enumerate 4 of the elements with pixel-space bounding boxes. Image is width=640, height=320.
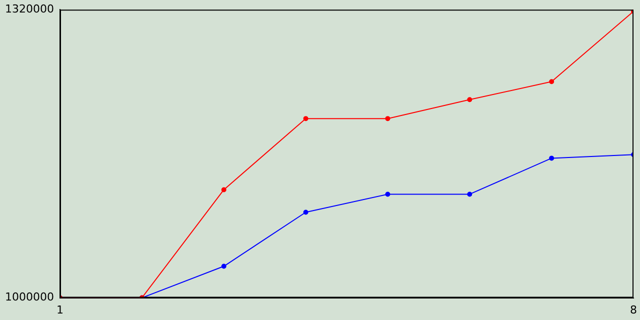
x-tick-label: 1 xyxy=(56,303,64,316)
x-tick-label: 8 xyxy=(630,303,637,316)
y-tick-label: 1320000 xyxy=(4,2,54,16)
y-tick-label: 1000000 xyxy=(4,290,54,304)
